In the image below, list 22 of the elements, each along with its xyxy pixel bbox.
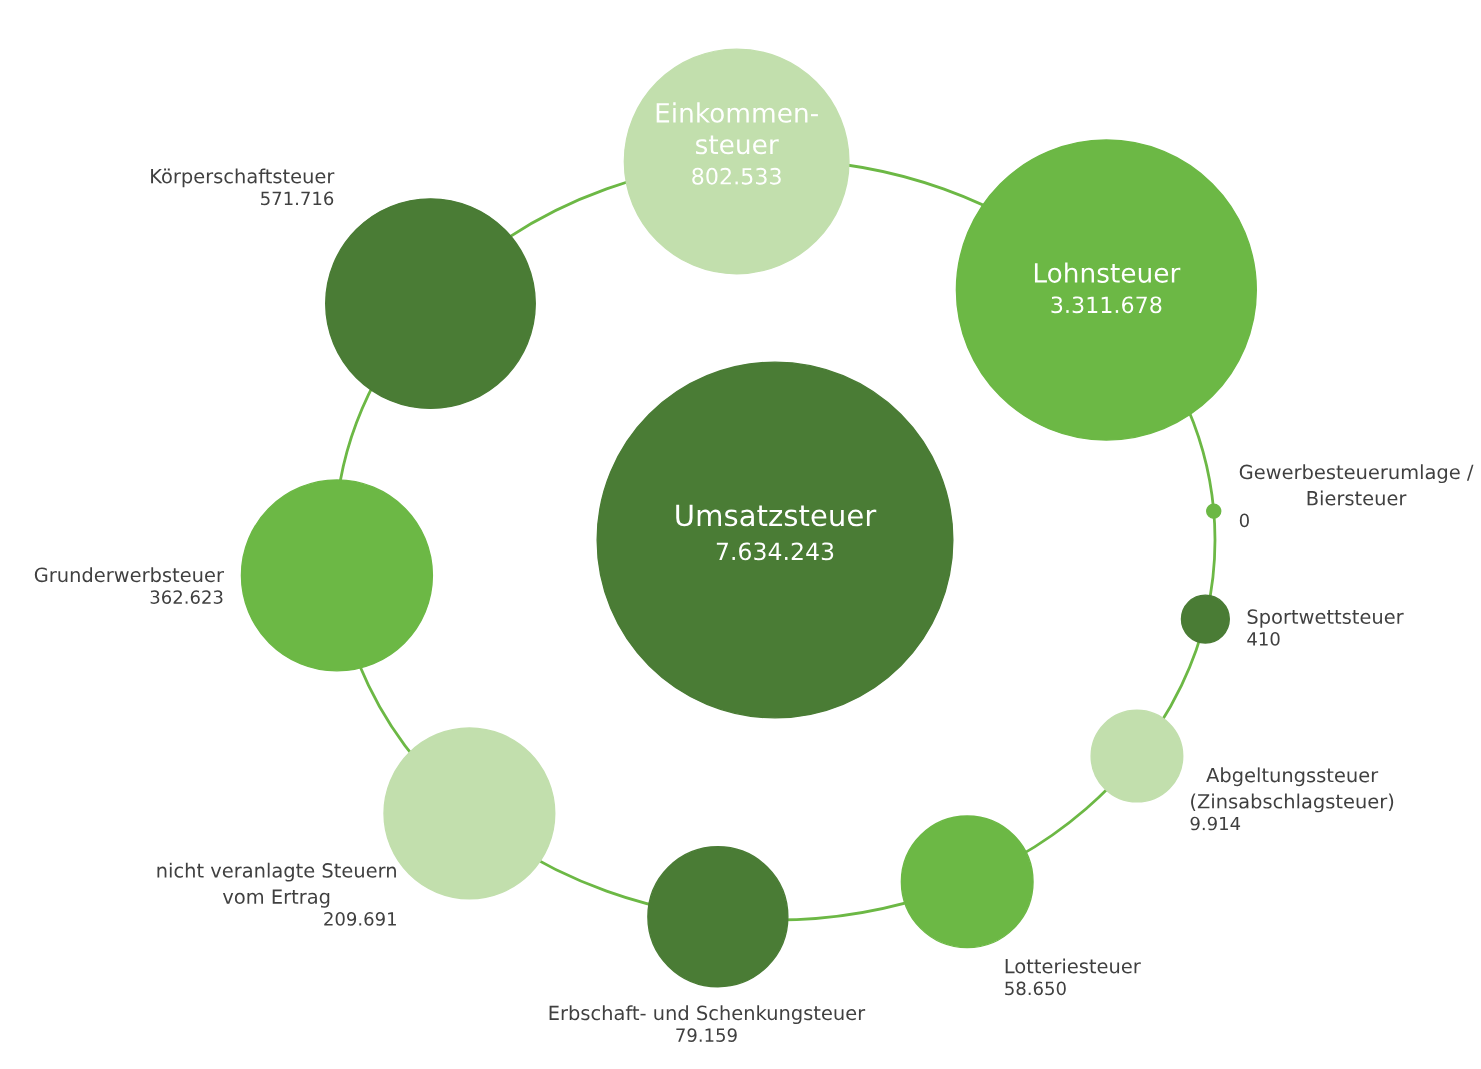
- data-label: 209.691: [324, 912, 396, 926]
- data-label: 802.533: [692, 167, 781, 185]
- category-label: nicht veranlagte Steuern vom Ertrag: [157, 862, 396, 908]
- category-label: Einkommen- steuer: [656, 102, 818, 155]
- category-label: Erbschaft- und Schenkungsteuer: [549, 1005, 866, 1025]
- data-label: 0: [1239, 513, 1249, 528]
- data-label: 3.311.678: [1051, 296, 1162, 314]
- category-label: Lohnsteuer: [1034, 262, 1181, 283]
- category-label: Umsatzsteuer: [676, 504, 877, 527]
- category-label: Abgeltungssteuer (Zinsabschlagsteuer): [1191, 767, 1394, 813]
- data-label: 58.650: [1005, 981, 1066, 996]
- category-label: Grunderwerbsteuer: [34, 567, 224, 583]
- category-label: Lotteriesteuer: [1005, 958, 1141, 974]
- data-label: 410: [1247, 632, 1280, 646]
- data-label: 571.716: [261, 191, 334, 206]
- data-label: 362.623: [150, 590, 223, 604]
- data-label: 9.914: [1190, 816, 1241, 831]
- category-label: Gewerbesteuerumlage / Biersteuer: [1239, 464, 1474, 506]
- data-label: 7.634.243: [716, 542, 834, 561]
- data-label: 79.159: [676, 1028, 737, 1042]
- category-label: Körperschaftsteuer: [151, 168, 335, 188]
- category-label: Sportwettsteuer: [1247, 609, 1404, 628]
